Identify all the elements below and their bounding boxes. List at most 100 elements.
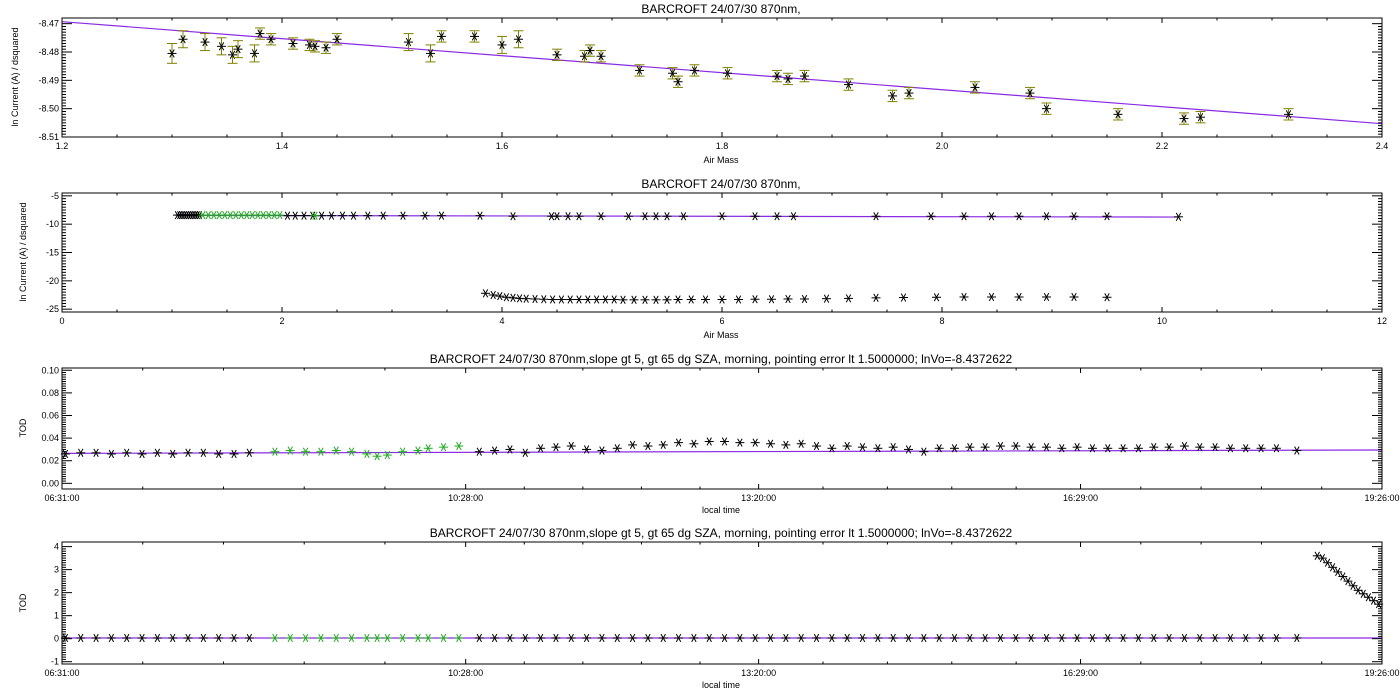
data-point: [858, 443, 868, 452]
data-point: [701, 295, 710, 304]
y-tick-label: 0.06: [41, 410, 59, 420]
y-axis-label: ln Current (A) / dsquared: [18, 202, 28, 301]
data-point: [490, 633, 500, 643]
data-point: [152, 448, 162, 457]
data-point: [717, 212, 727, 221]
data-point: [612, 444, 622, 453]
data-point: [1103, 444, 1113, 453]
data-point: [423, 444, 433, 453]
y-axis-label: ln Current (A) / dsquared: [10, 27, 20, 126]
data-point: [316, 447, 326, 456]
data-point: [796, 439, 806, 448]
data-point: [750, 212, 760, 221]
data-point: [1042, 292, 1051, 302]
data-point: [508, 293, 518, 302]
data-point: [229, 449, 239, 459]
data-point: [1026, 443, 1036, 452]
data-point: [640, 212, 650, 221]
data-point: [934, 444, 944, 453]
data-point: [1195, 633, 1205, 643]
y-tick-label: 0.04: [41, 433, 59, 443]
data-point: [1348, 581, 1358, 590]
data-point: [673, 77, 683, 86]
data-point: [439, 633, 449, 643]
data-point: [167, 49, 177, 58]
x-tick-label: 2.4: [1376, 141, 1389, 151]
data-point: [505, 633, 515, 643]
data-point: [624, 212, 633, 221]
x-tick-label: 8: [939, 316, 944, 326]
data-point: [781, 633, 791, 643]
data-point: [270, 633, 280, 643]
data-point: [1072, 633, 1082, 643]
data-point: [1179, 114, 1189, 123]
data-point: [495, 291, 505, 301]
data-point: [1014, 292, 1024, 302]
data-point: [822, 294, 831, 303]
data-point: [363, 211, 373, 220]
data-point: [1338, 572, 1348, 581]
data-point: [244, 633, 254, 643]
data-point: [530, 294, 540, 304]
fit-line: [61, 21, 1383, 125]
data-point: [372, 452, 382, 461]
data-point: [1284, 110, 1293, 119]
data-point: [310, 211, 320, 220]
data-point: [474, 633, 484, 643]
data-point: [552, 50, 562, 59]
data-point: [750, 438, 760, 447]
data-point: [932, 293, 941, 302]
data-point: [404, 37, 413, 47]
data-point: [735, 633, 745, 643]
data-point: [122, 448, 132, 457]
data-point: [301, 447, 311, 456]
x-tick-label: 13:20:00: [741, 668, 776, 678]
data-point: [582, 633, 592, 643]
data-point: [536, 444, 546, 453]
x-axis-label: Air Mass: [703, 155, 739, 165]
data-point: [871, 293, 881, 302]
data-point: [640, 295, 650, 304]
x-tick-label: 1.6: [496, 141, 509, 151]
data-point: [1195, 443, 1205, 452]
data-point: [717, 295, 727, 304]
data-point: [316, 633, 326, 643]
data-point: [926, 212, 936, 221]
data-point: [842, 441, 852, 451]
data-point: [596, 212, 606, 221]
y-tick-label: 0.10: [41, 365, 59, 375]
data-point: [198, 633, 208, 643]
data-point: [475, 211, 485, 220]
data-point: [556, 295, 566, 304]
data-point: [904, 88, 914, 98]
data-point: [783, 74, 793, 84]
data-point: [651, 295, 661, 304]
data-point: [398, 447, 408, 456]
x-axis-label: local time: [702, 680, 740, 690]
data-point: [871, 212, 881, 221]
data-point: [873, 633, 883, 643]
data-point: [437, 32, 446, 41]
x-tick-label: 10:28:00: [448, 668, 483, 678]
data-point: [827, 444, 837, 453]
x-tick-label: 1.8: [716, 141, 729, 151]
data-point: [635, 66, 644, 75]
y-tick-label: -15: [46, 248, 59, 258]
data-point: [1069, 212, 1079, 221]
data-point: [1292, 633, 1302, 643]
x-tick-label: 16:29:00: [1063, 493, 1098, 503]
data-point: [168, 449, 178, 459]
data-point: [1057, 444, 1067, 453]
data-point: [904, 633, 914, 643]
data-point: [1174, 212, 1183, 221]
data-point: [686, 295, 696, 304]
data-point: [600, 295, 610, 304]
data-point: [720, 437, 730, 446]
plot-frame: [61, 192, 1383, 313]
data-point: [704, 633, 714, 643]
data-point: [413, 446, 423, 455]
data-point: [959, 212, 969, 221]
data-point: [1011, 633, 1021, 643]
data-point: [1196, 113, 1205, 122]
data-point: [723, 69, 732, 78]
